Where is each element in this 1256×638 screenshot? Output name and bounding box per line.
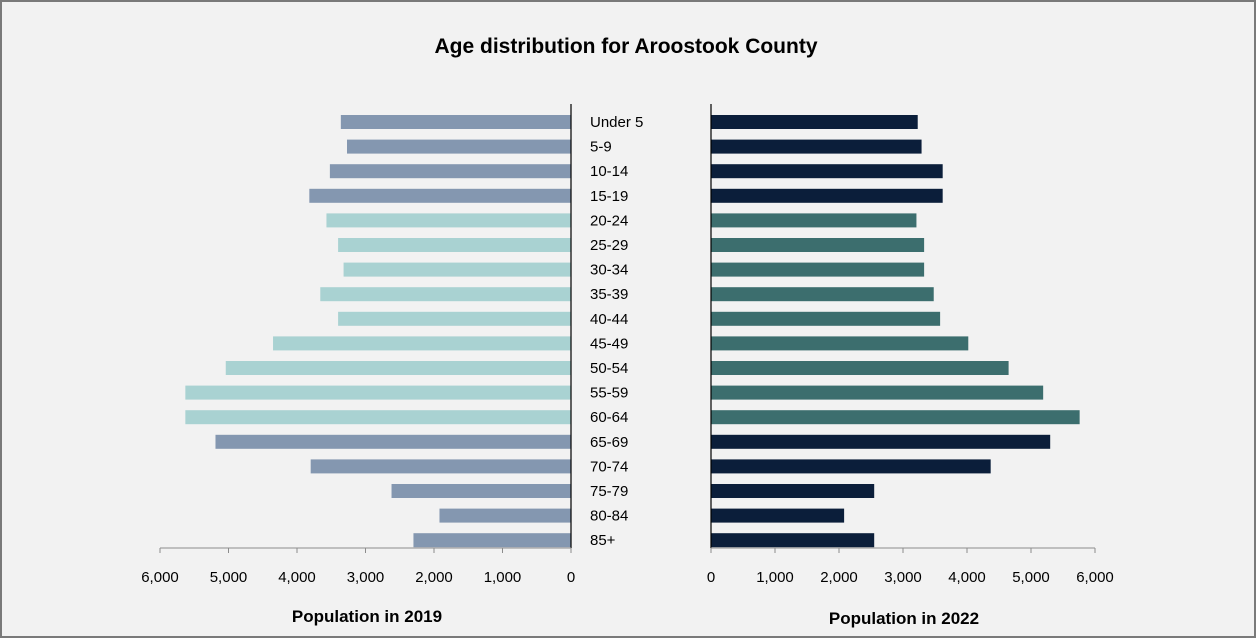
bar-right-80-84 bbox=[711, 508, 845, 523]
right-tick-label: 5,000 bbox=[1012, 569, 1050, 586]
right-axis-title: Population in 2022 bbox=[829, 609, 979, 628]
age-group-label: 5-9 bbox=[590, 139, 612, 156]
bar-right-20-24 bbox=[711, 213, 917, 228]
right-panel-2022: 0 1,000 2,000 3,000 4,000 5,000 6,000 bbox=[707, 104, 1114, 586]
chart-title: Age distribution for Aroostook County bbox=[434, 35, 817, 58]
bar-left-85+ bbox=[413, 533, 571, 548]
bar-right-5-9 bbox=[711, 139, 922, 154]
bar-right-70-74 bbox=[711, 459, 991, 474]
age-group-label: 20-24 bbox=[590, 212, 628, 229]
bar-right-15-19 bbox=[711, 188, 943, 203]
bar-right-85+ bbox=[711, 533, 875, 548]
bar-left-30-34 bbox=[343, 262, 571, 277]
bar-right-55-59 bbox=[711, 385, 1044, 400]
bar-left-80-84 bbox=[439, 508, 571, 523]
bar-right-40-44 bbox=[711, 311, 941, 326]
age-group-label: 75-79 bbox=[590, 483, 628, 500]
age-group-label: 60-64 bbox=[590, 409, 628, 426]
age-group-label: 70-74 bbox=[590, 458, 628, 475]
bar-right-65-69 bbox=[711, 434, 1051, 449]
age-group-label: 45-49 bbox=[590, 335, 628, 352]
bar-right-45-49 bbox=[711, 336, 969, 351]
bar-left-5-9 bbox=[347, 139, 571, 154]
left-panel-2019: 0 1,000 2,000 3,000 4,000 5,000 6,000 bbox=[141, 104, 575, 586]
bar-right-25-29 bbox=[711, 238, 925, 252]
age-group-label: 55-59 bbox=[590, 385, 628, 402]
age-group-label: 25-29 bbox=[590, 237, 628, 254]
right-tick-label: 6,000 bbox=[1076, 569, 1114, 586]
bar-left-55-59 bbox=[185, 385, 571, 400]
bar-left-60-64 bbox=[185, 410, 571, 425]
age-group-label: 10-14 bbox=[590, 163, 628, 180]
left-tick-label: 2,000 bbox=[415, 569, 453, 586]
age-group-label: 85+ bbox=[590, 532, 616, 549]
bar-right-75-79 bbox=[711, 484, 875, 498]
age-group-label: Under 5 bbox=[590, 114, 643, 131]
age-group-label: 15-19 bbox=[590, 188, 628, 205]
age-group-label: 50-54 bbox=[590, 360, 628, 377]
bar-right-10-14 bbox=[711, 164, 943, 179]
right-tick-label: 3,000 bbox=[884, 569, 922, 586]
age-group-label: 65-69 bbox=[590, 434, 628, 451]
age-group-label: 40-44 bbox=[590, 311, 628, 328]
bar-left-50-54 bbox=[225, 361, 571, 375]
bar-left-40-44 bbox=[338, 311, 571, 326]
bar-left-under-5 bbox=[340, 115, 571, 129]
bar-left-20-24 bbox=[326, 213, 571, 228]
left-tick-label: 5,000 bbox=[210, 569, 248, 586]
right-tick-label: 2,000 bbox=[820, 569, 858, 586]
left-axis-title: Population in 2019 bbox=[292, 607, 442, 626]
bar-right-under-5 bbox=[711, 115, 918, 129]
bar-left-45-49 bbox=[273, 336, 571, 351]
bar-right-60-64 bbox=[711, 410, 1080, 425]
left-tick-label: 3,000 bbox=[347, 569, 385, 586]
bar-left-70-74 bbox=[310, 459, 571, 474]
age-group-label: 80-84 bbox=[590, 508, 628, 525]
left-tick-label: 4,000 bbox=[278, 569, 316, 586]
age-group-labels: Under 5 5-9 10-14 15-19 20-24 25-29 30-34 35-39… bbox=[590, 114, 643, 549]
right-tick-label: 0 bbox=[707, 569, 715, 586]
bar-left-35-39 bbox=[320, 287, 571, 302]
bar-left-15-19 bbox=[309, 188, 571, 203]
bar-right-30-34 bbox=[711, 262, 925, 277]
bar-right-50-54 bbox=[711, 361, 1009, 375]
age-group-label: 30-34 bbox=[590, 262, 628, 279]
left-tick-label: 1,000 bbox=[484, 569, 522, 586]
bar-left-65-69 bbox=[215, 434, 572, 449]
bar-right-35-39 bbox=[711, 287, 934, 302]
right-tick-label: 4,000 bbox=[948, 569, 986, 586]
bar-left-25-29 bbox=[338, 238, 571, 252]
bar-left-10-14 bbox=[329, 164, 571, 179]
bar-left-75-79 bbox=[391, 484, 571, 498]
right-tick-label: 1,000 bbox=[756, 569, 794, 586]
age-group-label: 35-39 bbox=[590, 286, 628, 303]
left-tick-label: 0 bbox=[567, 569, 575, 586]
left-tick-label: 6,000 bbox=[141, 569, 179, 586]
